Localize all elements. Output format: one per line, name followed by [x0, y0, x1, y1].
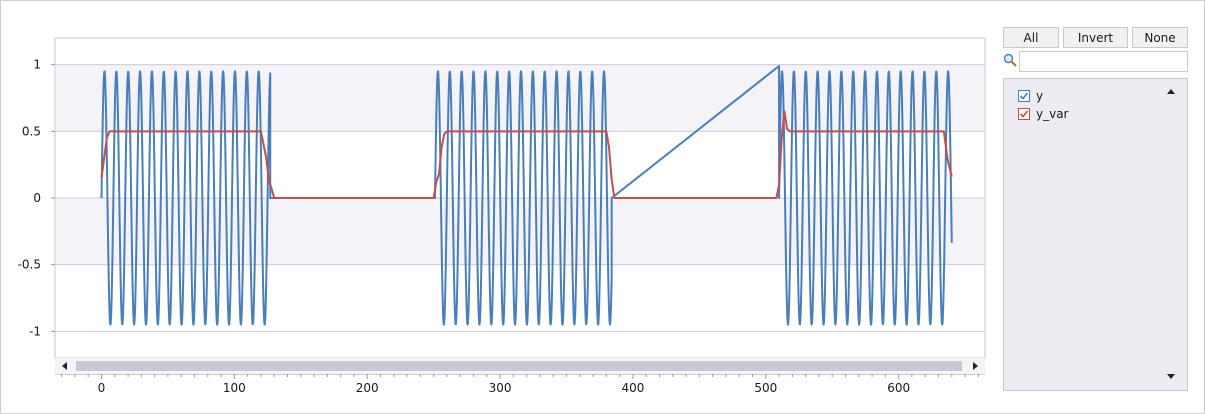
search-input[interactable] [1019, 51, 1188, 72]
series-y-var-line [100, 110, 953, 199]
y-tick-label: -1 [29, 324, 41, 338]
y-var-checkbox[interactable] [1018, 108, 1030, 120]
checkmark-icon [1019, 110, 1029, 118]
x-tick-label: 400 [621, 381, 644, 395]
x-tick-label: 0 [98, 381, 106, 395]
series-list: y y_var [1003, 78, 1188, 391]
checkmark-icon [1019, 92, 1029, 100]
y-checkbox[interactable] [1018, 90, 1030, 102]
x-tick-label: 600 [887, 381, 910, 395]
search-icon [1003, 53, 1017, 67]
scroll-thumb[interactable] [76, 361, 962, 371]
x-tick-label: 100 [223, 381, 246, 395]
scroll-down-icon[interactable] [1167, 374, 1175, 379]
grid-band [56, 198, 984, 265]
scroll-left-icon[interactable] [62, 362, 67, 370]
scroll-right-icon[interactable] [973, 362, 978, 370]
list-vertical-scrollbar[interactable] [1163, 83, 1179, 385]
select-all-button[interactable]: All [1003, 27, 1059, 48]
scroll-up-icon[interactable] [1167, 89, 1175, 94]
x-tick-label: 500 [754, 381, 777, 395]
legend-item-label: y_var [1036, 107, 1069, 121]
series-y-line [100, 65, 953, 326]
legend-item-label: y [1036, 89, 1044, 103]
legend-item-y-var[interactable]: y_var [1018, 105, 1069, 123]
x-tick-label: 200 [356, 381, 379, 395]
select-none-button[interactable]: None [1132, 27, 1188, 48]
legend-item-y[interactable]: y [1018, 87, 1043, 105]
line-chart: 1 0.5 0 -0.5 -1 0 100 200 300 400 500 600 [18, 37, 986, 395]
chart-horizontal-scrollbar[interactable] [55, 358, 985, 374]
y-tick-label: 1 [33, 58, 41, 72]
y-tick-label: 0 [33, 191, 41, 205]
x-tick-label: 300 [489, 381, 512, 395]
invert-selection-button[interactable]: Invert [1063, 27, 1128, 48]
y-tick-label: -0.5 [18, 258, 41, 272]
y-tick-label: 0.5 [22, 124, 41, 138]
